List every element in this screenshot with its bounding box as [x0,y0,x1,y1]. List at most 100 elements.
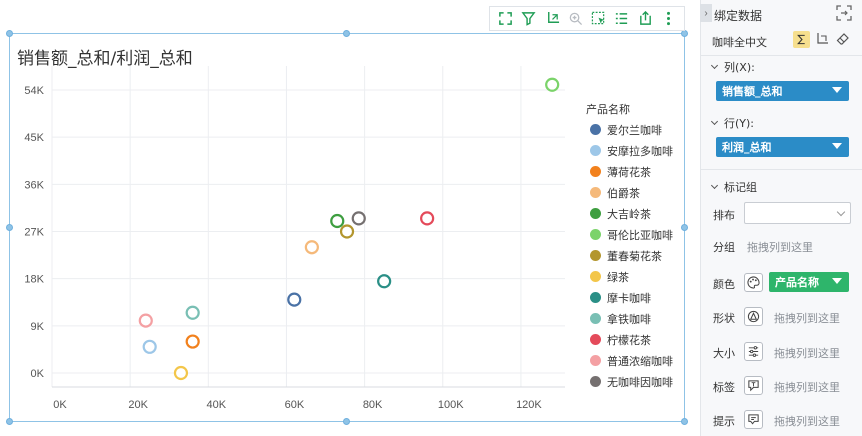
filter-icon[interactable] [520,10,538,28]
y-tick-label: 27K [24,227,44,239]
resize-handle-br[interactable] [681,418,688,425]
marks-section-label: 标记组 [710,179,757,195]
caret-down-icon[interactable] [832,87,842,93]
list-icon[interactable] [613,10,631,28]
scatter-point[interactable] [142,339,157,354]
select-icon[interactable] [590,10,608,28]
expand-icon[interactable] [497,10,515,28]
legend-swatch [590,355,601,366]
collapse-panel-icon[interactable]: › [700,4,712,22]
scatter-point[interactable] [185,305,200,320]
columns-field-pill[interactable]: 销售额_总和 [716,81,849,101]
tag-icon[interactable] [744,376,763,395]
legend-item[interactable]: 哥伦比亚咖啡 [586,224,686,245]
palette-icon[interactable] [744,273,763,292]
legend-items: 爱尔兰咖啡安摩拉多咖啡薄荷花茶 伯爵茶大吉岭茶哥伦比亚咖啡董春菊花茶绿茶摩卡咖啡拿… [586,119,686,392]
chart-toolbar [489,6,685,31]
legend-item[interactable]: 大吉岭茶 [586,203,686,224]
resize-handle-mr[interactable] [681,224,688,231]
legend-item[interactable]: 安摩拉多咖啡 [586,140,686,161]
scatter-point[interactable] [173,365,189,381]
legend: 产品名称 爱尔兰咖啡安摩拉多咖啡薄荷花茶 伯爵茶大吉岭茶哥伦比亚咖啡董春菊花茶绿茶… [586,101,686,392]
legend-item[interactable]: 董春菊花茶 [586,245,686,266]
chevron-down-icon[interactable] [710,61,719,70]
legend-label: 摩卡咖啡 [607,291,651,305]
legend-label: 无咖啡因咖啡 [607,375,673,389]
y-tick-label: 36K [24,179,44,191]
resize-handle-ml[interactable] [6,224,13,231]
legend-label: 大吉岭茶 [607,207,651,221]
scatter-point[interactable] [545,77,560,92]
axis-icon[interactable] [815,32,829,46]
legend-item[interactable]: 伯爵茶 [586,182,686,203]
legend-label: 安摩拉多咖啡 [607,144,673,158]
sum-icon[interactable] [793,31,810,48]
shape-label: 形状 [713,312,735,325]
group-drop-zone[interactable]: 拖拽列到这里 [747,241,813,254]
rows-field-pill[interactable]: 利润_总和 [716,137,849,157]
layout-select[interactable] [744,202,851,224]
scatter-point[interactable] [339,224,355,239]
switch-dataset-icon[interactable] [836,5,852,21]
legend-swatch [590,229,601,240]
caret-down-icon[interactable] [832,143,842,149]
color-field-label: 产品名称 [775,276,819,289]
size-drop-zone[interactable]: 拖拽列到这里 [774,347,840,360]
chart-title: 销售额_总和/利润_总和 [17,49,193,69]
chevron-down-icon[interactable] [710,117,719,126]
size-label: 大小 [713,347,735,360]
legend-item[interactable]: 柠檬花茶 [586,329,686,350]
caret-down-icon[interactable] [832,278,842,284]
marks-label: 标记组 [724,181,757,194]
resize-handle-tl[interactable] [6,30,13,37]
legend-swatch [590,313,601,324]
size-icon[interactable] [744,342,763,361]
legend-swatch [590,187,601,198]
zoom-icon[interactable] [566,10,584,28]
export-icon[interactable] [636,10,654,28]
legend-title: 产品名称 [586,103,630,116]
scatter-point[interactable] [420,211,435,226]
resize-handle-bc[interactable] [343,418,350,425]
tag-drop-zone[interactable]: 拖拽列到这里 [774,381,840,394]
legend-item[interactable]: 薄荷花茶 [586,161,686,182]
color-field-pill[interactable]: 产品名称 [769,272,849,292]
scatter-point[interactable] [138,313,153,328]
layout-label: 排布 [713,209,735,222]
legend-item[interactable]: 拿铁咖啡 [586,308,686,329]
legend-item[interactable]: 绿茶 [586,266,686,287]
resize-handle-tc[interactable] [343,30,350,37]
color-label: 颜色 [713,278,735,291]
chevron-down-icon[interactable] [710,181,719,190]
shape-icon[interactable] [744,307,763,326]
legend-label: 董春菊花茶 [607,249,662,263]
legend-item[interactable]: 无咖啡因咖啡 [586,371,686,392]
scatter-point[interactable] [330,213,345,229]
rows-label: 行(Y): [724,117,755,130]
y-tick-label: 18K [24,274,44,286]
scatter-point[interactable] [377,274,392,289]
x-tick-label: 0K [53,399,67,411]
scatter-point[interactable] [185,334,200,349]
rows-section-label: 行(Y): [710,115,755,131]
legend-swatch [590,292,601,303]
columns-label: 列(X): [724,61,755,74]
scatter-point[interactable] [351,211,366,226]
scatter-point[interactable] [287,292,302,307]
more-icon[interactable] [659,10,677,28]
legend-label: 拿铁咖啡 [607,312,651,326]
tip-drop-zone[interactable]: 拖拽列到这里 [774,415,840,428]
legend-item[interactable]: 普通浓缩咖啡 [586,350,686,371]
eraser-icon[interactable] [836,32,850,46]
legend-item[interactable]: 爱尔兰咖啡 [586,119,686,140]
legend-label: 绿茶 [607,270,629,284]
legend-swatch [590,334,601,345]
resize-handle-bl[interactable] [6,418,13,425]
axis-swap-icon[interactable] [543,10,561,28]
scatter-point[interactable] [304,240,319,255]
y-tick-label: 0K [31,368,45,380]
shape-drop-zone[interactable]: 拖拽列到这里 [774,312,840,325]
legend-item[interactable]: 摩卡咖啡 [586,287,686,308]
x-tick-label: 20K [128,399,148,411]
tooltip-icon[interactable] [744,410,763,429]
